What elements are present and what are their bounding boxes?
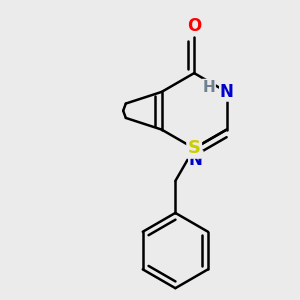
Text: N: N <box>220 83 234 101</box>
Text: S: S <box>188 140 201 158</box>
Text: O: O <box>187 17 201 35</box>
Text: H: H <box>202 80 215 94</box>
Text: N: N <box>189 151 203 169</box>
